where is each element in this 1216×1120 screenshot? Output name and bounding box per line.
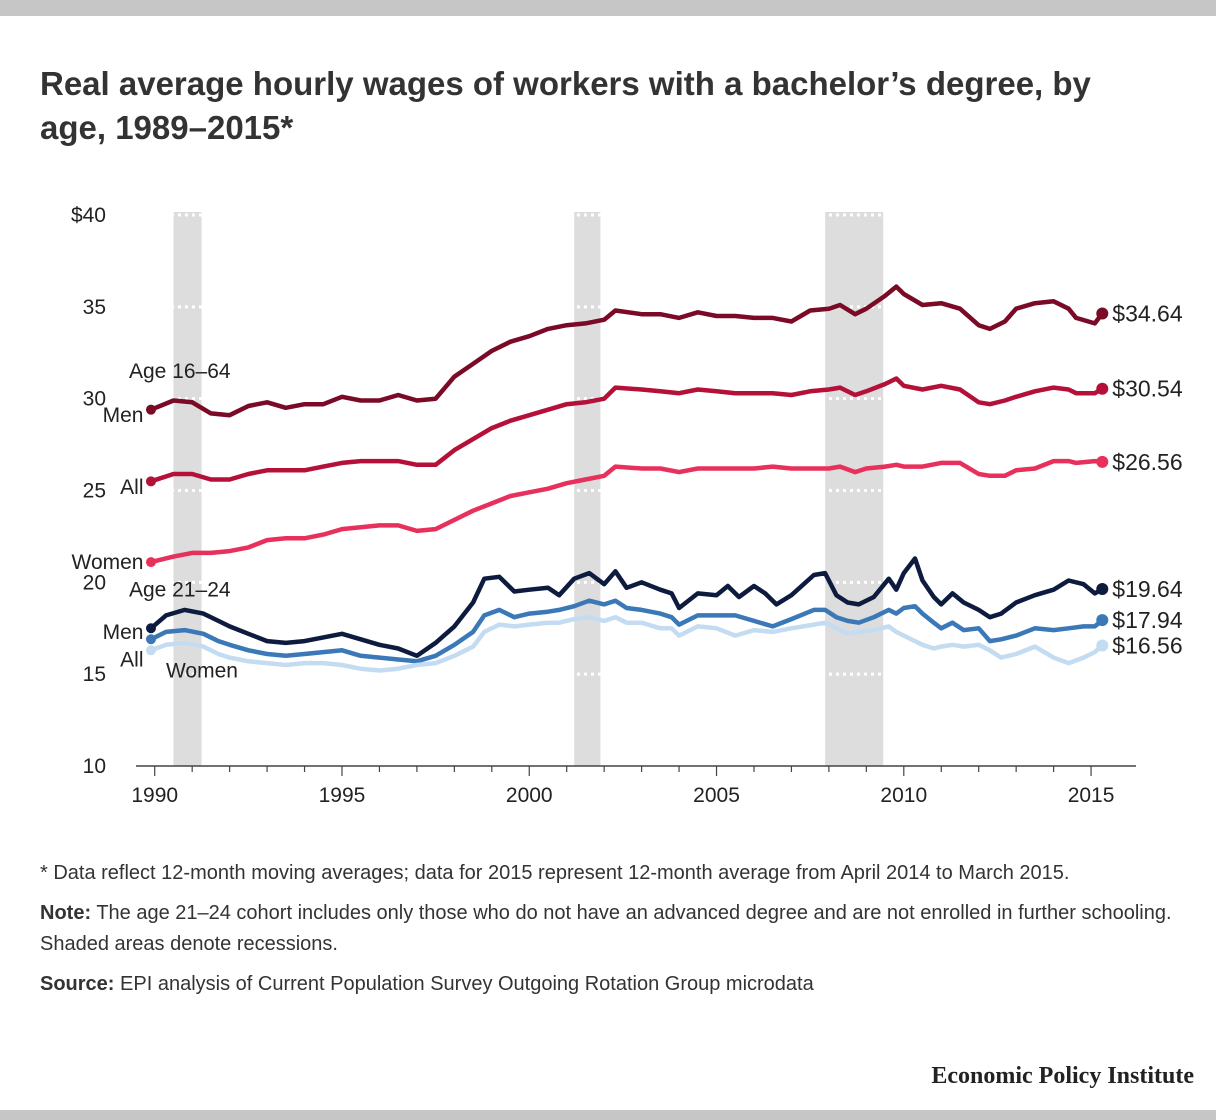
y-tick-label: 30 [83,388,106,411]
x-tick-label: 1990 [131,784,178,807]
series-line [148,458,1105,565]
bottom-border [0,1110,1216,1120]
y-tick-label: 25 [83,480,106,503]
top-border [0,0,1216,16]
group-label: Age 16–64 [129,360,231,383]
x-tick-label: 2005 [693,784,740,807]
series-line [148,614,1105,673]
series-label: Men [103,621,144,644]
series-label: Women [166,659,238,682]
series-start-point [145,645,156,656]
x-tick-label: 2000 [506,784,553,807]
source-label: Source: [40,973,115,995]
series-line [148,284,1105,418]
series-lines [145,284,1109,673]
series-start-point [145,476,156,487]
publisher-logo: Economic Policy Institute [931,1063,1194,1089]
chart-title: Real average hourly wages of workers wit… [40,65,1091,146]
series-end-label: $19.64 [1112,576,1183,602]
y-tick-label: 35 [83,296,106,319]
note-label: Note: [40,902,92,924]
x-tick-label: 2010 [880,784,927,807]
series-start-point [145,557,156,568]
series-end-label: $16.56 [1112,633,1182,659]
series-end-point [1096,307,1109,320]
series-line [148,556,1105,659]
series-label: Women [72,551,144,574]
chart-labels: $34.64 Men $30.54 All $26.56 Women $19.64 Men $1… [72,300,1183,682]
note-text: The age 21–24 cohort includes only those… [40,902,1172,955]
series-end-point [1096,455,1109,468]
series-end-label: $34.64 [1112,300,1183,326]
group-label: Age 21–24 [129,579,231,602]
recession-band [825,212,884,766]
y-tick-label: $40 [71,204,106,227]
note: Note: The age 21–24 cohort includes only… [40,898,1190,960]
source: Source: EPI analysis of Current Populati… [40,969,1190,1000]
series-line [148,598,1105,664]
series-start-point [145,623,156,634]
source-text: EPI analysis of Current Population Surve… [120,973,814,995]
axes: 10 15 20 25 30 35 $40 1990 1995 2000 2005 2010 2015 [71,204,1136,807]
series-start-point [145,634,156,645]
series-line [148,376,1105,484]
x-tick-label: 2015 [1068,784,1115,807]
x-tick-label: 1995 [319,784,366,807]
y-tick-label: 10 [83,755,106,778]
y-tick-label: 15 [83,663,106,686]
series-end-label: $26.56 [1112,449,1182,475]
notes-block: * Data reflect 12-month moving averages;… [40,858,1190,1009]
series-end-point [1096,614,1109,627]
y-tick-label: 20 [83,571,106,594]
series-label: All [120,476,143,499]
series-end-point [1096,382,1109,395]
series-end-point [1096,582,1109,595]
footnote: * Data reflect 12-month moving averages;… [40,862,1070,884]
series-end-point [1096,639,1109,652]
gridlines [136,213,1136,676]
series-start-point [145,404,156,415]
series-label: All [120,648,143,671]
series-label: Men [103,404,144,427]
series-end-label: $30.54 [1112,376,1183,402]
series-end-label: $17.94 [1112,607,1183,633]
